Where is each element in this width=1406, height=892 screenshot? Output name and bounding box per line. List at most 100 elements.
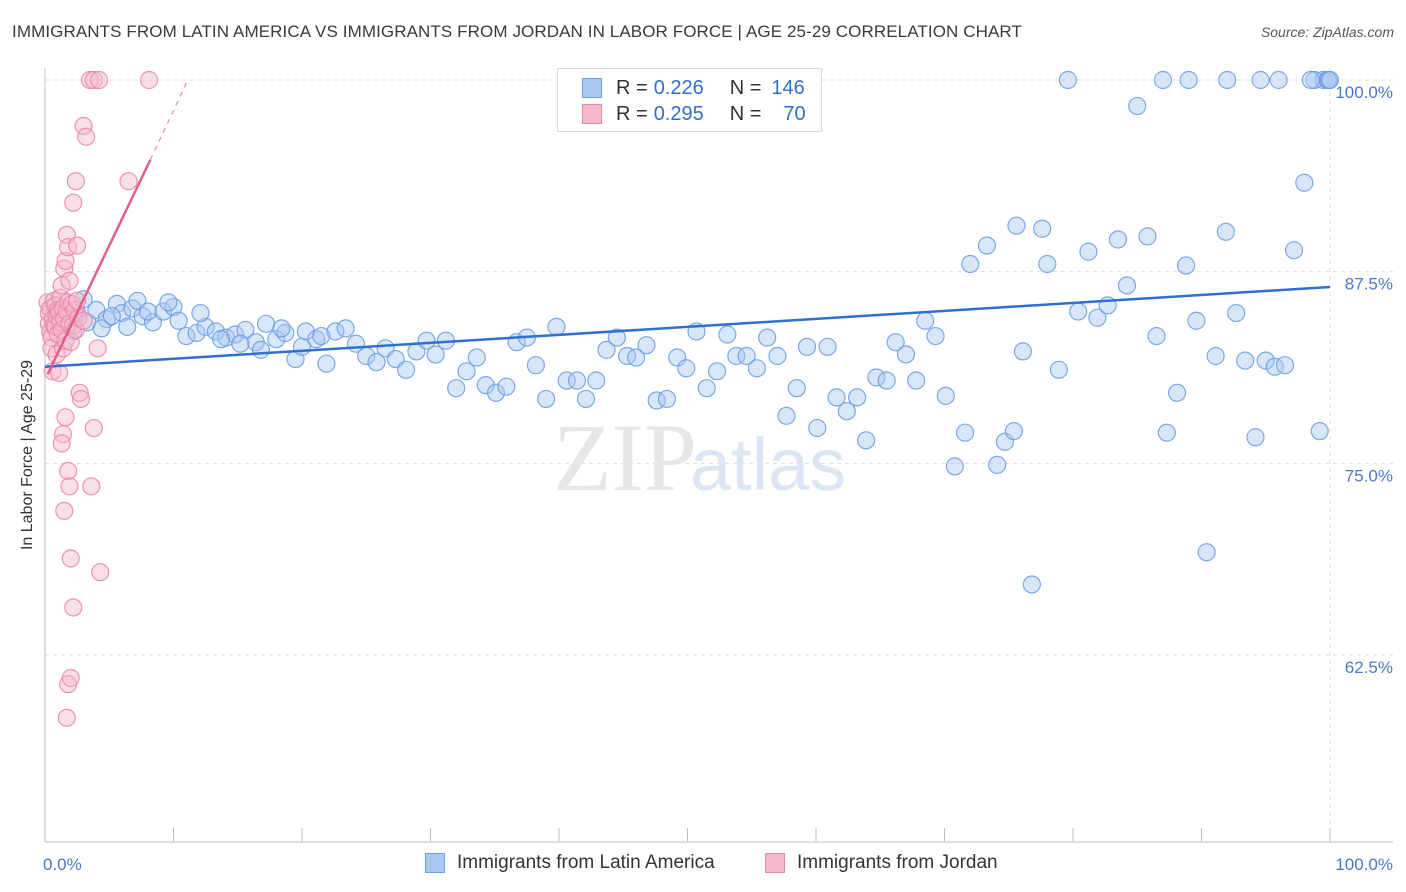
point-latin-america <box>848 388 867 407</box>
legend-r-label: R = <box>616 76 648 99</box>
point-jordan <box>59 238 78 257</box>
legend-row-latin-america: R = 0.226 N = 146 <box>582 77 805 99</box>
point-latin-america <box>576 389 596 409</box>
point-latin-america <box>231 334 250 353</box>
point-latin-america <box>768 346 787 366</box>
point-latin-america <box>907 371 926 390</box>
legend-swatch-blue <box>582 78 602 98</box>
point-latin-america <box>312 326 331 346</box>
point-latin-america <box>1284 241 1304 260</box>
point-latin-america <box>1275 356 1295 375</box>
point-latin-america <box>945 457 964 476</box>
legend-n-label: N = <box>729 76 762 99</box>
point-latin-america <box>988 455 1007 474</box>
legend-label: Immigrants from Latin America <box>457 852 715 873</box>
point-latin-america <box>1197 543 1216 562</box>
point-latin-america <box>547 317 566 336</box>
point-latin-america <box>138 302 157 321</box>
point-latin-america <box>537 389 556 409</box>
point-latin-america <box>955 423 975 442</box>
point-jordan <box>56 251 75 271</box>
point-latin-america <box>396 360 416 379</box>
legend-n-value: 146 <box>771 76 805 99</box>
point-latin-america <box>486 383 506 402</box>
point-latin-america <box>637 336 656 355</box>
legend-n-value: 70 <box>783 102 806 125</box>
point-latin-america <box>877 371 896 390</box>
point-jordan <box>88 339 107 358</box>
point-latin-america <box>187 323 206 343</box>
point-latin-america <box>1004 422 1023 441</box>
point-latin-america <box>926 326 945 346</box>
point-latin-america <box>697 379 716 398</box>
point-latin-america <box>112 303 132 323</box>
point-latin-america <box>677 359 696 378</box>
y-tick-label: 62.5% <box>1345 658 1393 677</box>
point-latin-america <box>657 389 677 409</box>
point-latin-america <box>526 356 545 375</box>
point-jordan <box>84 70 103 90</box>
point-latin-america <box>1153 70 1173 90</box>
point-latin-america <box>1147 326 1166 346</box>
point-latin-america <box>1310 422 1329 441</box>
point-latin-america <box>1256 351 1275 370</box>
point-latin-america <box>827 388 846 407</box>
point-latin-america <box>977 236 997 255</box>
point-jordan <box>91 563 110 582</box>
point-latin-america <box>367 353 386 372</box>
point-latin-america <box>597 340 616 359</box>
point-latin-america <box>97 310 116 329</box>
point-jordan <box>70 383 89 402</box>
point-latin-america <box>1033 219 1052 238</box>
point-latin-america <box>497 377 516 396</box>
point-jordan <box>50 363 69 382</box>
chart-title: IMMIGRANTS FROM LATIN AMERICA VS IMMIGRA… <box>12 22 1022 41</box>
point-latin-america <box>587 371 606 390</box>
point-jordan <box>55 501 74 520</box>
point-latin-america <box>177 326 196 346</box>
gridlines <box>45 68 1393 842</box>
point-jordan <box>64 598 83 617</box>
point-jordan <box>139 70 159 90</box>
y-tick-label: 100.0% <box>1335 83 1393 102</box>
point-latin-america <box>1206 346 1225 366</box>
point-latin-america <box>916 311 935 330</box>
point-latin-america <box>747 359 766 378</box>
trend-line-latin-america <box>44 285 1331 368</box>
legend-item-latin-america[interactable]: Immigrants from Latin America <box>425 852 715 874</box>
legend-item-jordan[interactable]: Immigrants from Jordan <box>765 852 998 874</box>
point-latin-america <box>1128 96 1147 116</box>
point-latin-america <box>896 345 916 364</box>
point-latin-america <box>467 348 486 367</box>
point-latin-america <box>1022 575 1041 594</box>
point-latin-america <box>191 303 210 323</box>
point-latin-america <box>607 328 626 347</box>
point-jordan <box>82 477 101 496</box>
point-latin-america <box>837 402 856 421</box>
legend-swatch-pink <box>765 853 785 873</box>
point-latin-america <box>1216 222 1236 241</box>
point-latin-america <box>567 371 587 390</box>
point-latin-america <box>818 337 837 356</box>
correlation-legend: R = 0.226 N = 146 R = 0.295 N = 70 <box>557 68 822 132</box>
point-latin-america <box>1320 70 1340 90</box>
point-jordan <box>61 668 80 688</box>
point-latin-america <box>92 319 111 338</box>
point-latin-america <box>1013 342 1032 361</box>
point-jordan <box>57 708 76 727</box>
point-latin-america <box>476 376 495 395</box>
point-latin-america <box>169 311 188 330</box>
x-tick-label: 100.0% <box>1335 855 1393 874</box>
series-latin-america <box>51 70 1340 594</box>
point-latin-america <box>307 330 326 349</box>
point-latin-america <box>1049 360 1068 379</box>
legend-r-value: 0.295 <box>653 102 704 125</box>
point-jordan <box>84 418 103 438</box>
trend-line-jordan <box>46 159 152 375</box>
trend-lines <box>44 82 1331 375</box>
point-latin-america <box>447 379 466 398</box>
x-tick-label: 0.0% <box>43 855 82 874</box>
legend-r-value: 0.226 <box>653 76 704 99</box>
point-latin-america <box>1176 256 1196 275</box>
